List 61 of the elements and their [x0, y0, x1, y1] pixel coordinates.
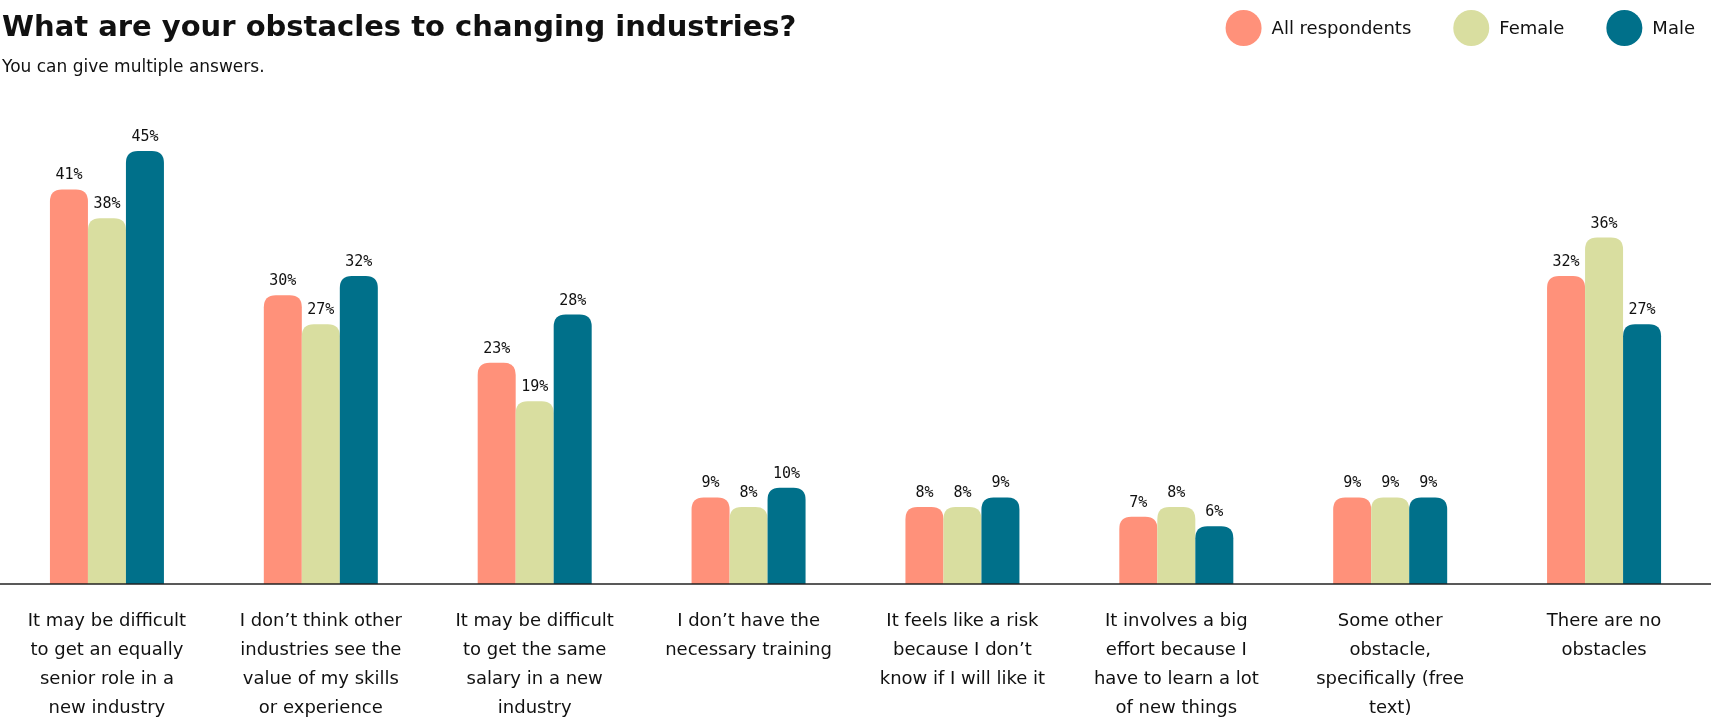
data-label: 41%: [55, 165, 83, 184]
bar: [729, 507, 768, 584]
data-label: 8%: [915, 483, 934, 502]
bar: [981, 497, 1020, 584]
bar: [339, 276, 378, 584]
data-label: 9%: [1343, 473, 1362, 492]
data-label: 9%: [991, 473, 1010, 492]
data-label: 9%: [1381, 473, 1400, 492]
data-label: 9%: [1419, 473, 1438, 492]
data-label: 9%: [701, 473, 720, 492]
bar: [1409, 497, 1448, 584]
data-label: 6%: [1205, 502, 1224, 521]
bar: [263, 295, 302, 584]
x-tick-label: Some other obstacle, specifically (free text): [1316, 609, 1465, 717]
data-label: 32%: [1552, 252, 1580, 271]
bar: [553, 314, 592, 584]
data-label: 23%: [483, 338, 511, 357]
bar: [767, 487, 806, 584]
bar: [1371, 497, 1410, 584]
legend-label: All respondents: [1271, 17, 1412, 38]
bar: [515, 401, 554, 584]
data-label: 27%: [307, 300, 335, 319]
bar: [943, 507, 982, 584]
legend-label: Female: [1499, 17, 1565, 38]
data-label: 28%: [559, 290, 587, 309]
x-tick-label: It may be difficult to get the same salary in a new industry: [455, 609, 614, 717]
bar: [125, 151, 164, 584]
data-label: 8%: [1167, 483, 1186, 502]
data-label: 45%: [131, 127, 159, 145]
x-tick-label: It involves a big effort because I have to learn a lot of new things: [1093, 609, 1259, 717]
data-label: 10%: [773, 463, 801, 482]
bar: [1547, 276, 1586, 584]
x-tick-label: There are no obstacles: [1545, 609, 1662, 659]
bar: [87, 218, 126, 584]
legend-label: Male: [1652, 17, 1695, 38]
bar: [301, 324, 340, 584]
data-label: 38%: [93, 194, 121, 213]
x-tick-label: It may be difficult to get an equally senior role in a new industry: [27, 609, 187, 717]
bar: [477, 362, 516, 584]
bar: [1585, 237, 1624, 584]
chart-title: What are your obstacles to changing industries?: [2, 9, 797, 43]
data-label: 30%: [269, 271, 297, 290]
data-label: 36%: [1590, 213, 1618, 232]
bar: [1333, 497, 1372, 584]
data-label: 8%: [739, 483, 758, 502]
bar: [1157, 507, 1196, 584]
bar: [905, 507, 944, 584]
data-label: 32%: [345, 252, 373, 271]
chart-subtitle: You can give multiple answers.: [1, 56, 265, 76]
data-label: 8%: [953, 483, 972, 502]
bar: [1195, 526, 1234, 584]
x-tick-label: It feels like a risk because I don’t know if I will like it: [879, 609, 1046, 688]
bar: [1119, 516, 1158, 584]
data-label: 19%: [521, 377, 549, 396]
data-label: 27%: [1628, 300, 1656, 319]
bar: [49, 189, 88, 584]
x-tick-label: I don’t have the necessary training: [665, 609, 832, 659]
x-tick-label: I don’t think other industries see the value of my skills or experience: [239, 609, 403, 717]
bar: [1623, 324, 1662, 584]
bar: [691, 497, 730, 584]
data-label: 7%: [1129, 492, 1148, 511]
